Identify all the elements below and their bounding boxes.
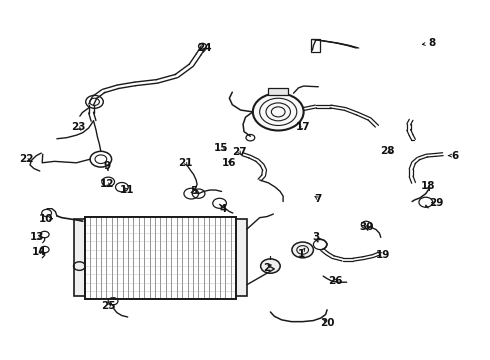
Text: 23: 23 [71, 122, 85, 132]
Text: 29: 29 [429, 198, 444, 208]
Text: 24: 24 [197, 43, 212, 53]
Text: 11: 11 [120, 185, 134, 195]
Circle shape [261, 259, 280, 273]
Text: 6: 6 [451, 150, 459, 161]
Text: 12: 12 [100, 179, 115, 189]
Text: 14: 14 [31, 247, 46, 257]
Text: 19: 19 [376, 249, 390, 260]
Text: 22: 22 [19, 154, 33, 164]
Text: 27: 27 [232, 147, 246, 157]
Bar [85, 217, 236, 299]
Bar [269, 88, 288, 95]
Text: 10: 10 [38, 214, 53, 224]
Text: 3: 3 [312, 232, 319, 242]
Text: 15: 15 [214, 143, 229, 153]
Text: 25: 25 [101, 301, 116, 311]
Text: 26: 26 [328, 276, 343, 286]
Bar [311, 39, 320, 51]
Bar [236, 220, 247, 296]
Text: 28: 28 [380, 145, 395, 156]
Text: 30: 30 [359, 222, 373, 232]
Circle shape [253, 93, 304, 131]
Text: 2: 2 [263, 263, 270, 273]
Text: 17: 17 [295, 122, 310, 132]
Text: 20: 20 [320, 318, 334, 328]
Text: 4: 4 [220, 204, 227, 214]
Text: 18: 18 [421, 181, 436, 192]
Text: 8: 8 [428, 38, 435, 48]
Text: 5: 5 [190, 186, 197, 197]
Text: 1: 1 [297, 248, 305, 258]
Bar [85, 217, 236, 299]
Text: 7: 7 [315, 194, 322, 204]
Bar [74, 220, 85, 296]
Text: 21: 21 [178, 158, 193, 168]
Text: 13: 13 [30, 232, 45, 242]
Circle shape [292, 242, 314, 258]
Text: 9: 9 [104, 161, 111, 171]
Text: 16: 16 [222, 158, 237, 168]
